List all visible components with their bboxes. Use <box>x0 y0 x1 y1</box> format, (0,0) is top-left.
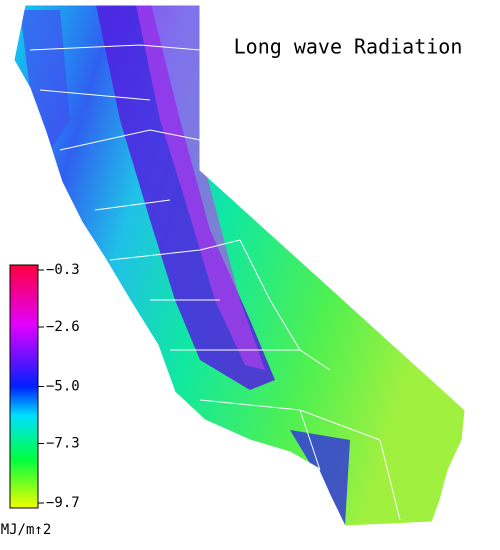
colorbar-tick-label: −5.0 <box>46 379 80 395</box>
colorbar-tick-label: −9.7 <box>46 495 80 511</box>
colorbar-tick-label: −7.3 <box>46 436 80 452</box>
colorbar-tick-label: −0.3 <box>46 262 80 278</box>
colorbar-unit: MJ/m↑2 <box>1 522 52 538</box>
colorbar <box>9 264 39 509</box>
map-title: Long wave Radiation <box>234 35 463 59</box>
california <box>14 5 465 526</box>
county-lines <box>13 4 466 527</box>
colorbar-tick-label: −2.6 <box>46 319 80 335</box>
